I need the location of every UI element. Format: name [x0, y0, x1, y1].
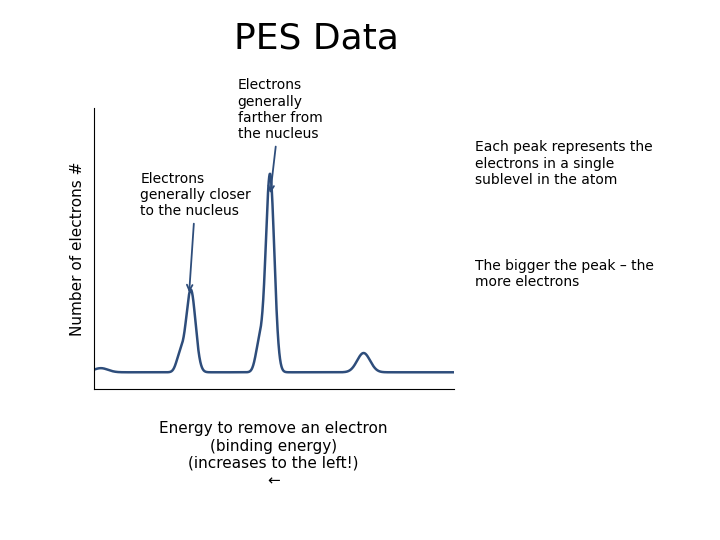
Y-axis label: Number of electrons #: Number of electrons #	[71, 161, 85, 335]
Text: PES Data: PES Data	[235, 22, 399, 56]
Text: Energy to remove an electron
(binding energy)
(increases to the left!)
←: Energy to remove an electron (binding en…	[159, 421, 388, 488]
Text: The bigger the peak – the
more electrons: The bigger the peak – the more electrons	[475, 259, 654, 289]
Text: Electrons
generally closer
to the nucleus: Electrons generally closer to the nucleu…	[140, 172, 251, 291]
Text: Each peak represents the
electrons in a single
sublevel in the atom: Each peak represents the electrons in a …	[475, 140, 653, 187]
Text: Electrons
generally
farther from
the nucleus: Electrons generally farther from the nuc…	[238, 78, 323, 191]
